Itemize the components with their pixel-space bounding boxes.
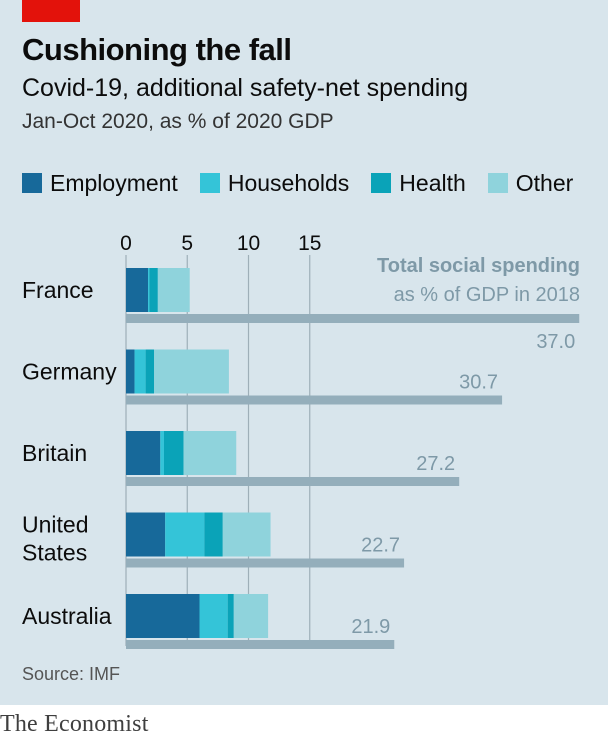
bar-united-states-other — [222, 512, 271, 557]
bar-germany-households — [134, 349, 146, 394]
x-tick-label-0: 0 — [120, 232, 132, 255]
bar-united-states-employment — [126, 512, 166, 557]
chart-panel — [0, 0, 608, 705]
total-spending-annotation-line2: as % of GDP in 2018 — [394, 284, 580, 306]
bar-united-states-health — [204, 512, 223, 557]
legend-item-health: Health — [371, 169, 466, 197]
legend-swatch-households — [199, 173, 220, 193]
category-label-france: France — [22, 277, 94, 303]
bar-united-states-households — [165, 512, 205, 557]
total-value-label-britain: 27.2 — [416, 453, 455, 475]
total-value-label-france: 37.0 — [536, 331, 575, 353]
bar-britain-households — [160, 431, 164, 475]
bar-britain-other — [183, 431, 237, 475]
legend-swatch-other — [487, 173, 508, 193]
category-label-united-states-line2: States — [22, 540, 87, 566]
source-note: Source: IMF — [22, 664, 121, 684]
chart-period: Jan-Oct 2020, as % of 2020 GDP — [22, 110, 334, 133]
legend-item-households: Households — [199, 169, 350, 197]
x-tick-label-5: 5 — [181, 232, 193, 255]
x-tick-label-15: 15 — [298, 232, 321, 255]
total-value-label-germany: 30.7 — [459, 372, 498, 394]
bar-france-other — [157, 268, 190, 312]
bar-germany-employment — [126, 349, 135, 394]
legend-swatch-health — [371, 173, 392, 193]
total-bar-australia — [126, 640, 395, 649]
publisher-logo: The Economist — [0, 711, 149, 737]
bar-france-employment — [126, 268, 149, 312]
legend-label-employment: Employment — [50, 169, 178, 196]
total-value-label-australia: 21.9 — [351, 616, 390, 638]
bar-germany-other — [154, 349, 229, 394]
legend-swatch-employment — [22, 173, 42, 193]
bar-australia-other — [233, 594, 269, 638]
bar-chart: 0 5 10 15 Total social spending as % of GDP i… — [22, 232, 580, 649]
bar-britain-employment — [126, 431, 161, 475]
total-bar-britain — [126, 477, 460, 486]
brand-tag — [22, 0, 80, 22]
legend-label-health: Health — [399, 169, 466, 196]
bar-germany-health — [145, 349, 155, 394]
total-bar-united-states — [126, 558, 405, 568]
total-spending-annotation-line1: Total social spending — [377, 255, 580, 277]
bar-britain-health — [163, 431, 184, 475]
category-label-germany: Germany — [22, 359, 117, 385]
category-label-united-states-line1: United — [22, 512, 88, 538]
bar-france-households — [148, 268, 150, 312]
chart-title: Cushioning the fall — [22, 32, 292, 67]
legend-item-other: Other — [487, 169, 574, 197]
legend-item-employment: Employment — [22, 170, 178, 197]
category-label-australia: Australia — [22, 603, 112, 629]
bar-australia-health — [227, 594, 234, 638]
legend-label-households: Households — [227, 169, 350, 196]
legend: Employment Households Health Other — [22, 168, 595, 198]
total-bar-france — [126, 314, 580, 323]
legend-label-other: Other — [515, 169, 574, 196]
bar-australia-households — [199, 594, 228, 638]
total-bar-germany — [126, 395, 503, 405]
chart-subtitle: Covid-19, additional safety-net spending — [22, 74, 469, 102]
bar-france-health — [149, 268, 158, 312]
x-tick-label-10: 10 — [237, 232, 260, 255]
total-value-label-united-states: 22.7 — [361, 535, 400, 557]
category-label-britain: Britain — [22, 440, 87, 466]
bar-australia-employment — [126, 594, 200, 638]
